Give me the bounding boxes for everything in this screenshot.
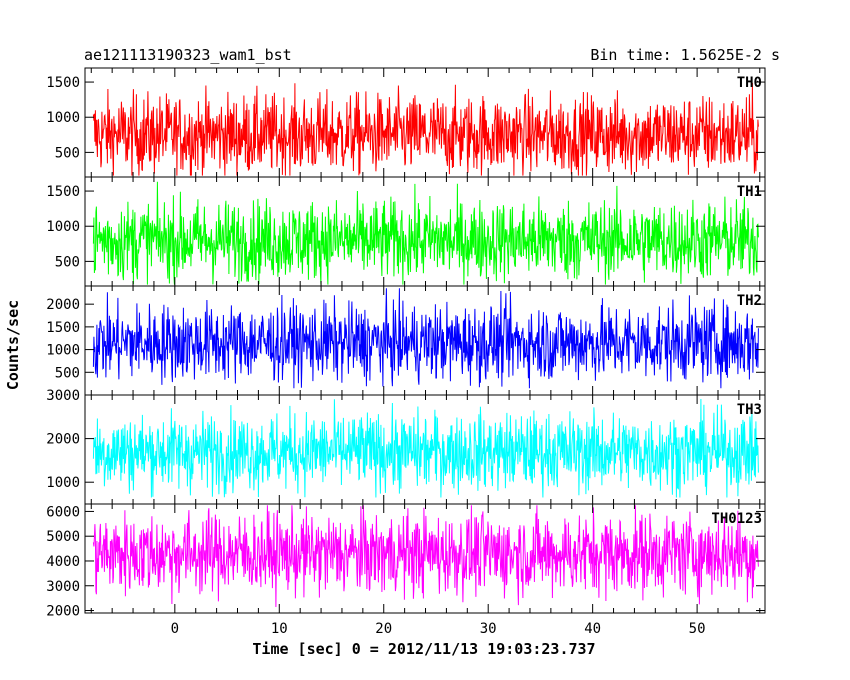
series-th0 xyxy=(92,82,759,176)
panel-th3: 1000 2000 3000 TH3 xyxy=(46,388,766,505)
panel-th2: 500 1000 1500 2000 TH2 xyxy=(46,285,766,396)
panel-th0: 500 1000 1500 TH0 xyxy=(46,67,766,178)
y-tick-label: 500 xyxy=(55,365,80,381)
panel-label-th1: TH1 xyxy=(737,184,762,200)
y-tick-label: 4000 xyxy=(46,554,80,570)
x-tick-label: 0 xyxy=(171,621,179,637)
y-tick-label: 6000 xyxy=(46,504,80,520)
x-axis-label: Time [sec] 0 = 2012/11/13 19:03:23.737 xyxy=(252,640,595,658)
y-tick-label: 2000 xyxy=(46,604,80,620)
y-tick-label: 500 xyxy=(55,145,80,161)
panel-label-th3: TH3 xyxy=(737,402,762,418)
y-tick-label: 2000 xyxy=(46,432,80,448)
panel-th1: 500 1000 1500 TH1 xyxy=(46,176,766,287)
x-tick-label: 50 xyxy=(689,621,706,637)
x-tick-label: 30 xyxy=(480,621,497,637)
x-tick-label: 10 xyxy=(271,621,288,637)
y-tick-label: 1500 xyxy=(46,184,80,200)
y-tick-label: 5000 xyxy=(46,529,80,545)
y-tick-label: 1000 xyxy=(46,343,80,359)
panels-group: 500 1000 1500 TH0 500 1000 1500 TH1 500 1000 1500 2… xyxy=(46,67,766,620)
y-tick-label: 3000 xyxy=(46,388,80,404)
y-tick-label: 2000 xyxy=(46,297,80,313)
x-tick-label: 40 xyxy=(584,621,601,637)
y-tick-label: 500 xyxy=(55,254,80,270)
panel-label-th0: TH0 xyxy=(737,75,762,91)
y-tick-label: 3000 xyxy=(46,579,80,595)
series-th3 xyxy=(92,398,759,498)
x-axis: 0 10 20 30 40 50 xyxy=(171,621,706,637)
series-th2 xyxy=(92,288,759,389)
panel-label-th2: TH2 xyxy=(737,293,762,309)
y-tick-label: 1000 xyxy=(46,475,80,491)
panel-th0123: 2000 3000 4000 5000 6000 TH0123 xyxy=(46,503,766,620)
panel-frame xyxy=(84,503,766,614)
series-th1 xyxy=(92,181,759,285)
series-th0123 xyxy=(92,505,759,608)
y-tick-label: 1000 xyxy=(46,219,80,235)
chart-title: ae121113190323_wam1_bst xyxy=(84,46,292,64)
x-tick-label: 20 xyxy=(375,621,392,637)
y-axis-label: Counts/sec xyxy=(4,300,22,390)
panel-label-th0123: TH0123 xyxy=(711,511,762,527)
y-tick-label: 1500 xyxy=(46,320,80,336)
bin-time-label: Bin time: 1.5625E-2 s xyxy=(590,46,780,64)
y-tick-label: 1500 xyxy=(46,75,80,91)
y-tick-label: 1000 xyxy=(46,110,80,126)
